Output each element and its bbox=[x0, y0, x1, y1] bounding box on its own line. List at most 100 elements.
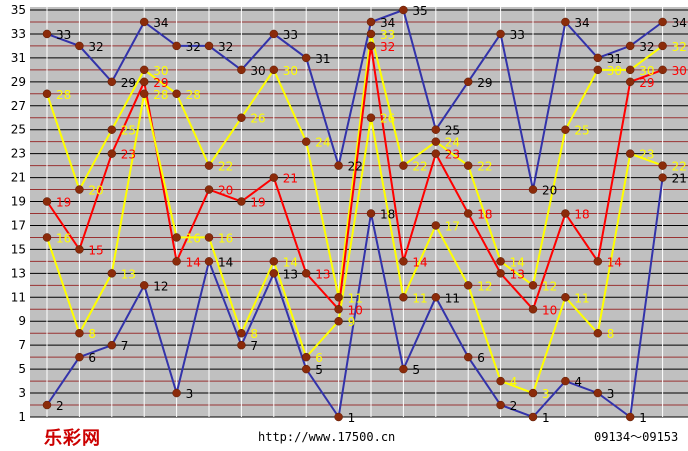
site-logo: 乐彩网 bbox=[44, 428, 101, 449]
data-label: 16 bbox=[218, 231, 233, 245]
data-label: 2 bbox=[510, 399, 518, 413]
data-label: 25 bbox=[121, 124, 136, 138]
data-point bbox=[75, 185, 84, 194]
data-label: 33 bbox=[380, 28, 395, 42]
data-label: 33 bbox=[510, 28, 525, 42]
data-label: 1 bbox=[348, 411, 356, 425]
data-label: 5 bbox=[412, 363, 420, 377]
data-label: 14 bbox=[186, 255, 201, 269]
data-label: 8 bbox=[607, 327, 615, 341]
data-label: 14 bbox=[218, 255, 233, 269]
data-point bbox=[366, 209, 376, 218]
data-label: 34 bbox=[672, 16, 687, 30]
data-label: 29 bbox=[121, 76, 136, 90]
data-point bbox=[139, 17, 149, 27]
data-point bbox=[75, 41, 84, 51]
data-label: 15 bbox=[88, 243, 103, 257]
data-label: 25 bbox=[574, 124, 589, 138]
data-label: 18 bbox=[574, 208, 589, 222]
data-point bbox=[399, 161, 408, 170]
data-point bbox=[431, 125, 441, 134]
data-label: 7 bbox=[121, 339, 129, 353]
data-point bbox=[204, 185, 214, 194]
data-point bbox=[204, 233, 214, 242]
data-point bbox=[561, 376, 570, 386]
data-point bbox=[431, 221, 441, 230]
series-line bbox=[46, 33, 664, 298]
data-label: 2 bbox=[56, 399, 64, 413]
data-label: 11 bbox=[574, 291, 589, 305]
data-label: 20 bbox=[88, 184, 103, 198]
data-label: 28 bbox=[56, 88, 71, 102]
data-point bbox=[334, 316, 343, 326]
data-point bbox=[75, 328, 84, 338]
y-tick-label: 17 bbox=[11, 218, 26, 232]
data-point bbox=[204, 257, 214, 266]
data-point bbox=[625, 41, 635, 51]
data-point bbox=[172, 233, 181, 242]
data-point bbox=[658, 161, 667, 170]
data-label: 33 bbox=[283, 28, 298, 42]
issue-range: 09134～09153 bbox=[594, 430, 679, 444]
data-label: 26 bbox=[380, 112, 395, 126]
data-point bbox=[528, 185, 538, 194]
data-label: 35 bbox=[412, 4, 427, 18]
data-label: 13 bbox=[121, 267, 136, 281]
data-point bbox=[107, 77, 117, 87]
data-label: 25 bbox=[445, 124, 460, 138]
data-label: 22 bbox=[672, 160, 687, 174]
y-tick-label: 9 bbox=[18, 314, 26, 328]
data-label: 10 bbox=[542, 303, 557, 317]
data-label: 34 bbox=[574, 16, 589, 30]
data-label: 32 bbox=[186, 40, 201, 54]
data-point bbox=[528, 281, 538, 290]
data-point bbox=[237, 65, 246, 75]
data-point bbox=[42, 233, 52, 242]
data-point bbox=[399, 293, 408, 302]
data-label: 11 bbox=[445, 291, 460, 305]
series-dots bbox=[42, 5, 667, 422]
data-point bbox=[301, 352, 311, 362]
y-tick-label: 13 bbox=[11, 266, 26, 280]
y-tick-label: 5 bbox=[18, 362, 26, 376]
data-label: 13 bbox=[315, 267, 330, 281]
data-point bbox=[528, 305, 538, 314]
data-point bbox=[172, 41, 181, 51]
data-label: 10 bbox=[348, 303, 363, 317]
data-point bbox=[75, 352, 84, 362]
data-point bbox=[561, 125, 570, 134]
data-label: 22 bbox=[412, 160, 427, 174]
data-point bbox=[496, 376, 505, 386]
y-tick-label: 21 bbox=[11, 171, 26, 185]
data-point bbox=[625, 412, 635, 422]
data-label: 3 bbox=[186, 387, 194, 401]
data-label: 11 bbox=[348, 291, 363, 305]
data-point bbox=[496, 400, 505, 410]
data-label: 33 bbox=[56, 28, 71, 42]
data-point bbox=[301, 269, 311, 278]
data-label: 21 bbox=[283, 172, 298, 186]
data-label: 14 bbox=[510, 255, 525, 269]
data-label: 3 bbox=[542, 387, 550, 401]
data-point bbox=[172, 257, 181, 266]
data-label: 32 bbox=[88, 40, 103, 54]
data-label: 14 bbox=[412, 255, 427, 269]
data-label: 4 bbox=[574, 375, 582, 389]
y-tick-label: 3 bbox=[18, 386, 26, 400]
data-point bbox=[237, 340, 246, 350]
y-tick-label: 33 bbox=[11, 27, 26, 41]
data-point bbox=[658, 65, 667, 75]
data-point bbox=[334, 412, 343, 422]
data-point bbox=[496, 269, 505, 278]
data-label: 22 bbox=[348, 160, 363, 174]
data-point bbox=[366, 113, 376, 122]
data-label: 34 bbox=[380, 16, 395, 30]
data-label: 1 bbox=[639, 411, 647, 425]
data-point bbox=[463, 161, 473, 170]
data-point bbox=[399, 5, 408, 15]
data-point bbox=[334, 161, 343, 170]
grid bbox=[30, 7, 688, 418]
data-point bbox=[463, 209, 473, 218]
data-point bbox=[658, 17, 667, 27]
